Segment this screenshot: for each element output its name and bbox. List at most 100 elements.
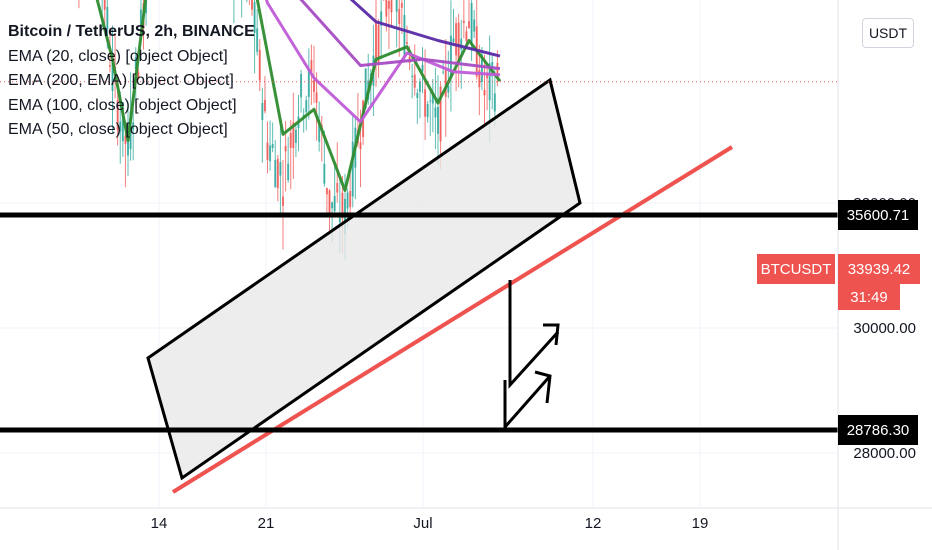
last-price-tag: 33939.42: [838, 254, 920, 284]
countdown-tag: 31:49: [838, 284, 900, 310]
candle-body: [134, 57, 137, 69]
ema-200-line: [349, 0, 501, 58]
candle-body: [439, 86, 442, 142]
candle-body: [127, 132, 129, 156]
candle-body: [274, 159, 277, 188]
candle-body: [137, 71, 140, 80]
candle-body: [341, 192, 344, 219]
candle-body: [349, 190, 352, 208]
candle-body: [473, 19, 476, 32]
candle-body: [447, 85, 450, 93]
candle-body: [338, 217, 341, 223]
candle-body: [465, 31, 468, 41]
candle-body: [377, 24, 380, 64]
candle-body: [421, 64, 424, 72]
candle-body: [493, 93, 496, 112]
candle-body: [139, 9, 142, 26]
support-trendline: [171, 145, 734, 494]
resistance-price-tag: 35600.71: [838, 200, 918, 230]
ema-50-line: [264, 0, 501, 124]
candle-body: [468, 21, 470, 29]
candle-body: [351, 141, 354, 197]
candle-body: [398, 8, 401, 24]
candle-body: [424, 89, 427, 117]
candle-body: [111, 63, 114, 91]
candle-body: [418, 81, 421, 92]
candle-body: [385, 0, 388, 17]
candle-body: [251, 0, 253, 10]
candle-body: [444, 68, 447, 97]
legend-ema-100[interactable]: EMA (100, close) [object Object]: [8, 96, 237, 114]
candle-body: [325, 187, 328, 195]
candle-body: [462, 20, 465, 23]
ema-lines: [95, 0, 502, 192]
drawings[interactable]: [0, 77, 838, 494]
bounce-arrow-upper: [508, 280, 560, 389]
candle-body: [323, 163, 326, 184]
candle-body: [266, 142, 269, 160]
candle-body: [103, 0, 106, 10]
candle-body: [284, 145, 287, 152]
candle-body: [261, 103, 264, 120]
candle-body: [300, 73, 303, 98]
candle-body: [478, 70, 481, 88]
candle-body: [400, 2, 403, 8]
candle-body: [431, 94, 434, 104]
candle-body: [106, 6, 109, 30]
candle-body: [310, 60, 313, 73]
candle-body: [279, 162, 282, 176]
candle-body: [336, 183, 339, 193]
candle-body: [413, 74, 416, 88]
candle-body: [375, 21, 377, 58]
ema-100-line: [299, 0, 501, 71]
candle-body: [121, 102, 124, 142]
arrow-head-lower: [534, 370, 552, 404]
candle-body: [256, 28, 259, 52]
candle-body: [132, 122, 135, 130]
candle-body: [294, 129, 297, 143]
candle-body: [442, 71, 445, 73]
candle-body: [488, 63, 491, 101]
x-tick-label: 19: [692, 515, 709, 532]
candle-body: [434, 107, 437, 118]
candle-body: [282, 196, 284, 206]
candle-body: [313, 79, 315, 92]
candle-body: [460, 38, 463, 50]
candle-body: [470, 2, 473, 44]
candle-body: [328, 190, 331, 214]
candle-body: [124, 135, 127, 144]
candle-body: [403, 14, 406, 57]
candle-body: [318, 119, 321, 142]
candle-body: [305, 100, 308, 113]
candle-body: [287, 163, 290, 181]
candle-body: [496, 62, 499, 80]
candle-body: [411, 75, 414, 77]
candle-body: [359, 142, 362, 150]
candle-body: [406, 42, 408, 44]
legend-ema-50[interactable]: EMA (50, close) [object Object]: [8, 121, 228, 138]
candle-body: [269, 145, 272, 162]
currency-unit-button[interactable]: USDT: [862, 18, 914, 48]
candle-body: [253, 2, 256, 33]
candle-body: [387, 0, 390, 9]
chart-legend: Bitcoin / TetherUS, 2h, BINANCE EMA (20,…: [8, 20, 255, 143]
candle-body: [380, 11, 383, 26]
x-tick-label: 12: [585, 515, 602, 532]
candle-body: [483, 89, 486, 96]
candle-body: [437, 106, 439, 134]
candle-body: [390, 0, 393, 13]
candle-body: [426, 103, 429, 118]
x-tick-label: 21: [258, 515, 275, 532]
candle-body: [271, 143, 274, 149]
candle-body: [258, 49, 261, 81]
candle-body: [457, 22, 460, 61]
candle-body: [333, 195, 336, 212]
y-tick-label: 30000.00: [853, 320, 916, 337]
ema-20-line: [95, 0, 502, 192]
legend-ema-20[interactable]: EMA (20, close) [object Object]: [8, 47, 228, 65]
legend-ema-200[interactable]: EMA (200, EMA) [object Object]: [8, 72, 234, 89]
x-tick-label: 14: [151, 515, 168, 532]
candles: [78, 0, 499, 260]
candle-body: [449, 35, 452, 77]
